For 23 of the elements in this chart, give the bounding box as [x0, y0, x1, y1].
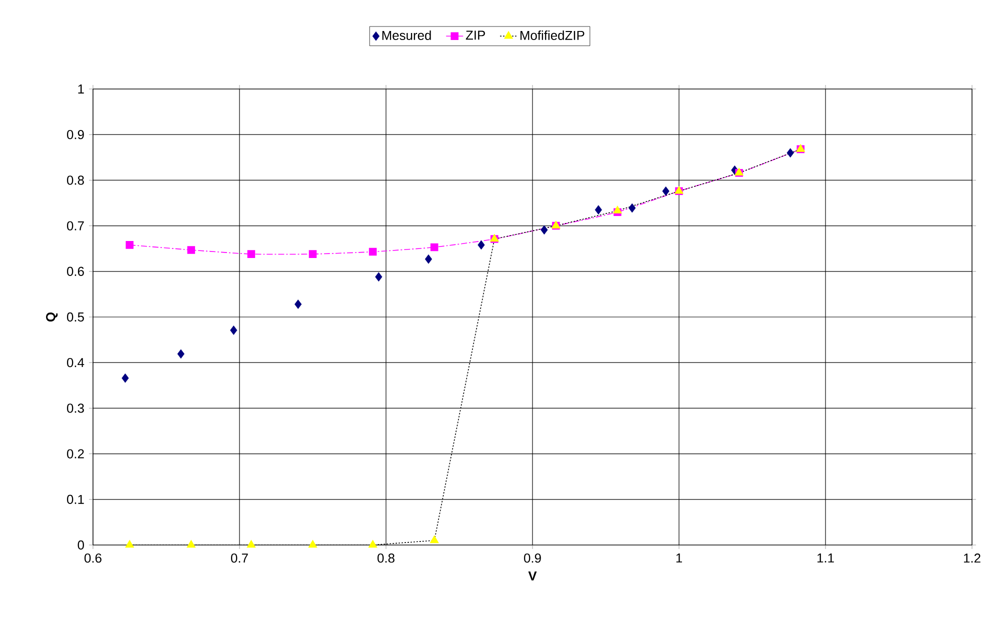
x-axis-title: V: [528, 572, 537, 580]
x-tick-label: 1.1: [817, 554, 834, 562]
x-tick-label: 0.6: [84, 554, 102, 563]
y-tick-label: 0: [78, 540, 84, 550]
y-tick-label: 0.8: [66, 176, 84, 185]
y-tick-label: 0.6: [66, 266, 84, 276]
legend-label: Mesured: [382, 30, 431, 40]
x-tick-label: 1: [676, 554, 682, 562]
y-tick-label: 0.2: [66, 449, 84, 458]
y-tick-label: 0.1: [66, 494, 84, 504]
y-tick-label: 0.4: [66, 358, 84, 368]
y-tick-label: 0.7: [66, 221, 84, 230]
x-tick-label: 0.7: [231, 554, 248, 563]
y-tick-label: 0.5: [66, 312, 84, 322]
y-tick-label: 0.3: [66, 404, 84, 413]
y-tick-label: 0.9: [66, 130, 84, 140]
x-tick-label: 0.9: [524, 554, 541, 563]
x-tick-label: 1.2: [964, 554, 980, 563]
y-tick-label: 1: [78, 84, 84, 94]
legend-label: ZIP: [466, 30, 485, 40]
y-axis-title: Q: [46, 312, 58, 322]
x-tick-label: 0.8: [378, 554, 394, 563]
legend-label: MofifiedZIP: [520, 30, 584, 40]
